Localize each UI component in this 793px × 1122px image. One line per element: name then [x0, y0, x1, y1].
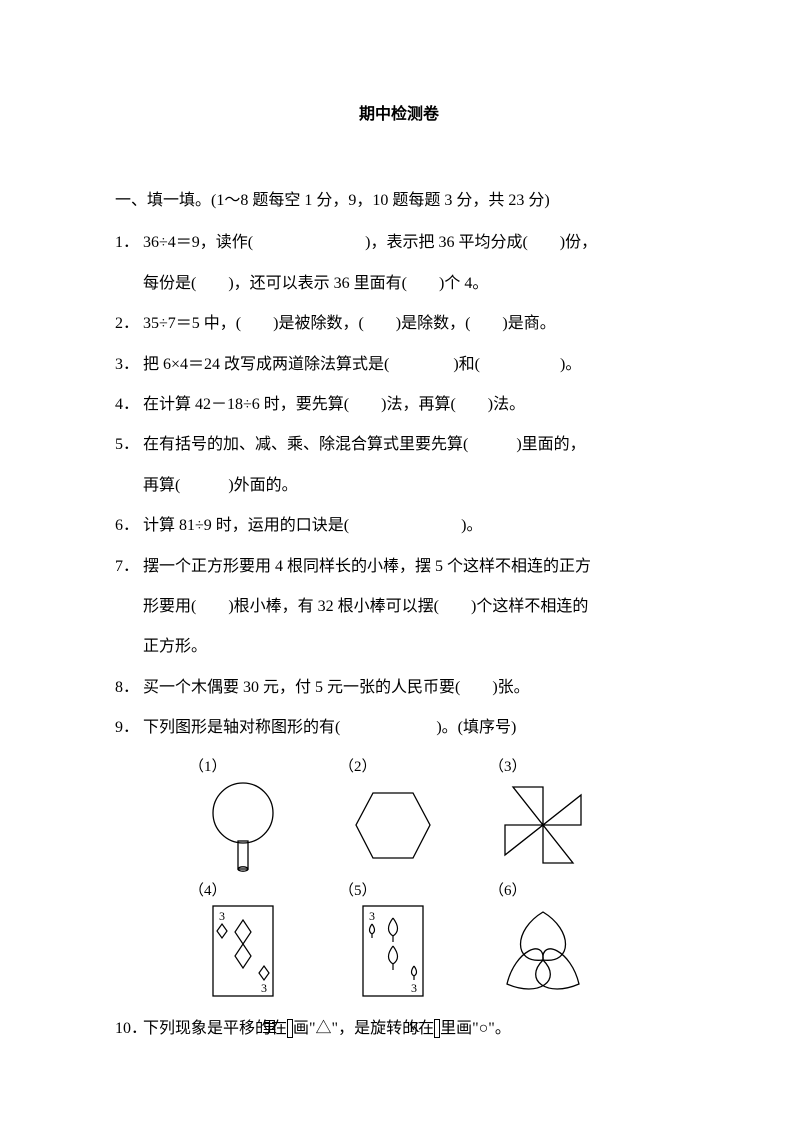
q10-number: 10． [115, 1010, 143, 1048]
question-8: 8．买一个木偶要 30 元，付 5 元一张的人民币要( )张。 [115, 669, 683, 707]
q8-number: 8． [115, 669, 143, 707]
svg-text:3: 3 [219, 909, 225, 923]
q2-text: 35÷7＝5 中，( )是被除数，( )是除数，( )是商。 [143, 315, 556, 332]
question-9: 9．下列图形是轴对称图形的有( )。(填序号) [115, 709, 683, 747]
q7-number: 7． [115, 548, 143, 586]
q7-line2: 形要用( )根小棒，有 32 根小棒可以摆( )个这样不相连的 [115, 588, 683, 626]
q7-line1: 摆一个正方形要用 4 根同样长的小棒，摆 5 个这样不相连的正方 [143, 558, 591, 575]
q4-text: 在计算 42－18÷6 时，要先算( )法，再算( )法。 [143, 396, 525, 413]
q5-line2: 再算( )外面的。 [115, 467, 683, 505]
q4-number: 4． [115, 386, 143, 424]
figure-2: （2） [333, 755, 453, 873]
question-10: 10．下列现象是平移的在里画"△"，是旋转的在K里画"○"。 [115, 1010, 683, 1048]
question-4: 4．在计算 42－18÷6 时，要先算( )法，再算( )法。 [115, 386, 683, 424]
figure-4: （4） 3 3 [183, 879, 303, 1002]
q9-text: 下列图形是轴对称图形的有( )。(填序号) [143, 719, 516, 736]
pinwheel-icon [498, 778, 588, 873]
figrow-1: （1） （2） （3） [183, 755, 603, 873]
figure-5: （5） 3 3 [333, 879, 453, 1002]
svg-text:3: 3 [411, 981, 417, 995]
fig6-label: （6） [489, 879, 527, 900]
q6-number: 6． [115, 507, 143, 545]
q6-text: 计算 81÷9 时，运用的口诀是( )。 [143, 517, 482, 534]
question-6: 6．计算 81÷9 时，运用的口诀是( )。 [115, 507, 683, 545]
q9-number: 9． [115, 709, 143, 747]
fig4-label: （4） [189, 879, 227, 900]
q1-line1: 36÷4＝9，读作( )，表示把 36 平均分成( )份， [143, 234, 597, 251]
triquetra-icon [493, 902, 593, 1002]
section-1-header: 一、填一填。(1～8 题每空 1 分，9，10 题每题 3 分，共 23 分) [115, 182, 683, 220]
figure-3: （3） [483, 755, 603, 873]
q7-line3: 正方形。 [115, 628, 683, 666]
question-7: 7．摆一个正方形要用 4 根同样长的小棒，摆 5 个这样不相连的正方 [115, 548, 683, 586]
q2-number: 2． [115, 305, 143, 343]
card-diamond-icon: 3 3 [203, 902, 283, 1002]
question-2: 2．35÷7＝5 中，( )是被除数，( )是除数，( )是商。 [115, 305, 683, 343]
page-title: 期中检测卷 [115, 100, 683, 124]
q1-line2: 每份是( )，还可以表示 36 里面有( )个 4。 [115, 265, 683, 303]
fig5-label: （5） [339, 879, 377, 900]
figure-1: （1） [183, 755, 303, 873]
card-spade-icon: 3 3 [353, 902, 433, 1002]
q5-line1: 在有括号的加、减、乘、除混合算式里要先算( )里面的， [143, 436, 586, 453]
figrow-2: （4） 3 3 （5） 3 [183, 879, 603, 1002]
figure-6: （6） [483, 879, 603, 1002]
question-3: 3．把 6×4＝24 改写成两道除法算式是( )和( )。 [115, 346, 683, 384]
q9-figures: （1） （2） （3） [183, 755, 603, 1002]
fig1-label: （1） [189, 755, 227, 776]
q3-number: 3． [115, 346, 143, 384]
q1-number: 1． [115, 224, 143, 262]
svg-text:3: 3 [261, 981, 267, 995]
fig3-label: （3） [489, 755, 527, 776]
question-1: 1．36÷4＝9，读作( )，表示把 36 平均分成( )份， [115, 224, 683, 262]
svg-text:3: 3 [369, 909, 375, 923]
hexagon-icon [348, 778, 438, 873]
q8-text: 买一个木偶要 30 元，付 5 元一张的人民币要( )张。 [143, 679, 530, 696]
q3-text: 把 6×4＝24 改写成两道除法算式是( )和( )。 [143, 356, 581, 373]
paddle-icon [198, 778, 288, 873]
q10-post: 里画"○"。 [440, 1020, 511, 1037]
fig2-label: （2） [339, 755, 377, 776]
q5-number: 5． [115, 426, 143, 464]
question-5: 5．在有括号的加、减、乘、除混合算式里要先算( )里面的， [115, 426, 683, 464]
